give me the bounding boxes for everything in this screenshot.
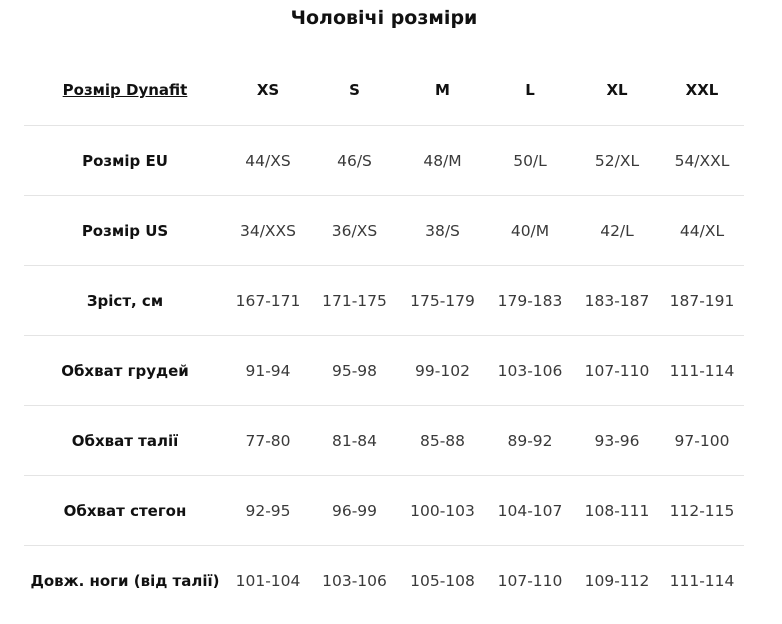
column-header: M	[399, 55, 486, 126]
page-title: Чоловічі розміри	[290, 7, 478, 29]
row-label: Обхват талії	[24, 405, 226, 476]
column-header: XXL	[660, 55, 744, 126]
table-cell: 50/L	[513, 151, 547, 170]
column-header: XL	[574, 55, 660, 126]
table-cell: 34/XXS	[226, 195, 310, 266]
table-cell: 107-110	[486, 545, 574, 616]
table-cell: 171-175	[310, 265, 399, 336]
table-cell: 54/XXL	[674, 151, 730, 170]
table-row: Обхват стегон 92-95 96-99 100-103 104-10…	[24, 475, 744, 546]
row-label: Обхват стегон	[24, 475, 226, 546]
table-cell: 91-94	[226, 335, 310, 406]
table-cell: 85-88	[399, 405, 486, 476]
table-cell: 81-84	[310, 405, 399, 476]
table-cell: 52/XL	[594, 151, 640, 170]
table-cell: 103-106	[486, 335, 574, 406]
table-cell: 77-80	[226, 405, 310, 476]
table-cell: 44/XL	[660, 195, 744, 266]
table-cell: 167-171	[226, 265, 310, 336]
header-row: Розмір Dynafit XS S M L XL XXL	[24, 55, 744, 126]
table-cell: 109-112	[574, 545, 660, 616]
size-brand-link[interactable]: Розмір Dynafit	[62, 81, 188, 99]
table-cell: 95-98	[310, 335, 399, 406]
table-cell: 187-191	[660, 265, 744, 336]
table-cell: 89-92	[486, 405, 574, 476]
table-row: Обхват грудей 91-94 95-98 99-102 103-106…	[24, 335, 744, 406]
row-label: Зріст, см	[24, 265, 226, 336]
table-cell: 38/S	[399, 195, 486, 266]
row-label: Розмір EU	[82, 151, 168, 170]
table-cell: 40/M	[486, 195, 574, 266]
table-cell: 183-187	[574, 265, 660, 336]
table-cell: 97-100	[660, 405, 744, 476]
column-header: L	[486, 55, 574, 126]
column-header: S	[310, 55, 399, 126]
table-cell: 99-102	[399, 335, 486, 406]
table-row: Розмір EU 44/XS 46/S 48/M 50/L 52/XL 54/…	[24, 126, 744, 196]
table-row: Розмір US 34/XXS 36/XS 38/S 40/M 42/L 44…	[24, 195, 744, 266]
table-row: Обхват талії 77-80 81-84 85-88 89-92 93-…	[24, 405, 744, 476]
table-cell: 104-107	[486, 475, 574, 546]
row-label: Обхват грудей	[24, 335, 226, 406]
table-cell: 111-114	[660, 335, 744, 406]
table-cell: 48/M	[423, 151, 462, 170]
header-corner-cell: Розмір Dynafit	[24, 55, 226, 126]
table-cell: 107-110	[574, 335, 660, 406]
table-cell: 112-115	[660, 475, 744, 546]
table-row: Довж. ноги (від талії) 101-104 103-106 1…	[24, 545, 744, 616]
column-header: XS	[226, 55, 310, 126]
table-cell: 92-95	[226, 475, 310, 546]
table-cell: 96-99	[310, 475, 399, 546]
table-cell: 179-183	[486, 265, 574, 336]
table-cell: 36/XS	[310, 195, 399, 266]
table-cell: 101-104	[226, 545, 310, 616]
size-chart-table: Розмір Dynafit XS S M L XL XXL Розмір EU…	[24, 55, 744, 616]
row-label: Довж. ноги (від талії)	[24, 545, 226, 616]
table-cell: 111-114	[660, 545, 744, 616]
table-cell: 42/L	[574, 195, 660, 266]
table-row: Зріст, см 167-171 171-175 175-179 179-18…	[24, 265, 744, 336]
table-cell: 44/XS	[245, 151, 291, 170]
table-cell: 93-96	[574, 405, 660, 476]
table-cell: 103-106	[310, 545, 399, 616]
table-cell: 46/S	[337, 151, 372, 170]
table-cell: 100-103	[399, 475, 486, 546]
table-cell: 175-179	[399, 265, 486, 336]
row-label: Розмір US	[24, 195, 226, 266]
table-cell: 108-111	[574, 475, 660, 546]
table-cell: 105-108	[399, 545, 486, 616]
